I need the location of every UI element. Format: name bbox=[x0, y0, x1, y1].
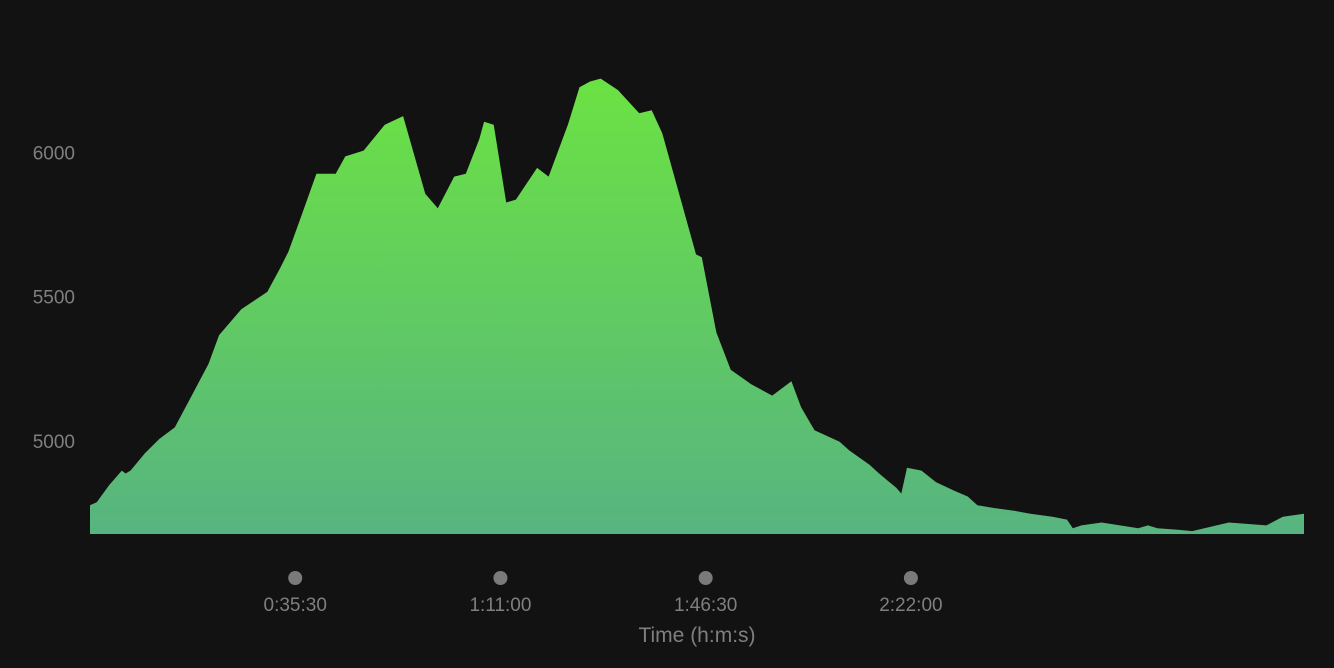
y-axis-ticks: 5000 5500 6000 bbox=[33, 144, 75, 453]
y-tick-label: 6000 bbox=[33, 144, 75, 165]
elevation-area bbox=[90, 78, 1304, 534]
x-tick-marker bbox=[903, 571, 918, 585]
x-axis-title: Time (h:m:s) bbox=[638, 624, 755, 647]
x-axis-ticks: 0:35:30 1:11:00 1:46:30 2:22:00 bbox=[264, 571, 943, 616]
x-tick-label: 1:11:00 bbox=[469, 595, 531, 616]
x-tick-marker bbox=[493, 571, 508, 585]
x-tick-marker bbox=[288, 571, 303, 585]
y-tick-label: 5500 bbox=[33, 288, 75, 309]
x-tick-label: 1:46:30 bbox=[674, 595, 737, 616]
plot-area bbox=[90, 78, 1304, 534]
x-tick-label: 0:35:30 bbox=[264, 595, 327, 616]
y-tick-label: 5000 bbox=[33, 432, 75, 453]
x-tick-label: 2:22:00 bbox=[879, 595, 942, 616]
x-tick-marker bbox=[698, 571, 713, 585]
